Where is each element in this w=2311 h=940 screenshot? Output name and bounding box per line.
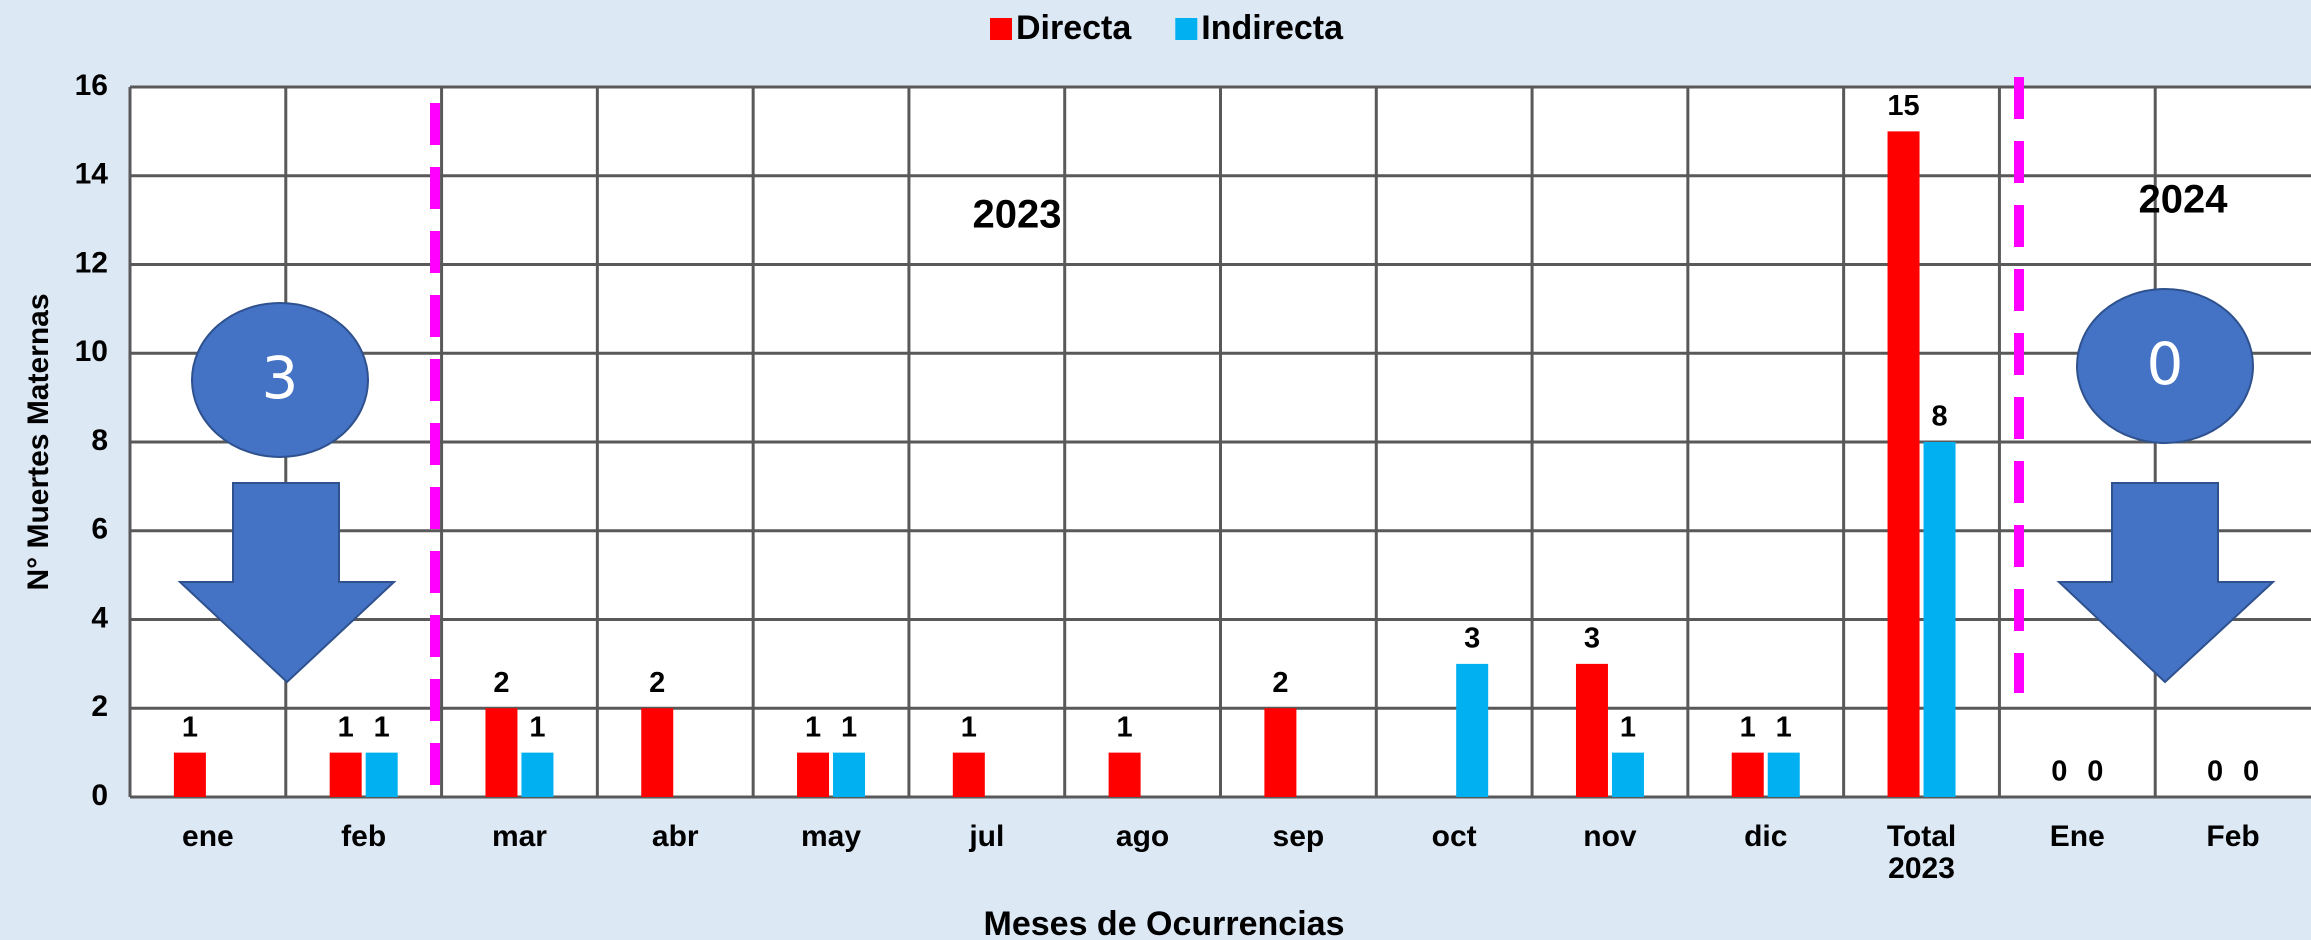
data-label: 0 [2243, 756, 2259, 788]
data-label: 1 [1620, 711, 1636, 743]
bar [173, 752, 206, 797]
x-tick-label: may [801, 820, 861, 853]
y-tick-label: 8 [91, 424, 108, 457]
legend-swatch [990, 18, 1012, 40]
bar [1611, 752, 1644, 797]
annotation: 2024 [2139, 178, 2229, 222]
x-tick-label: oct [1432, 820, 1477, 853]
y-tick-label: 4 [91, 601, 108, 634]
x-tick-label: mar [492, 820, 547, 853]
bar [521, 752, 554, 797]
data-label: 0 [2087, 756, 2103, 788]
bar [329, 752, 362, 797]
bubble [191, 302, 369, 458]
data-label: 0 [2051, 756, 2067, 788]
data-label: 1 [1776, 711, 1792, 743]
x-tick-label: Ene [2050, 820, 2105, 853]
y-tick-label: 0 [91, 779, 108, 812]
arrow [2056, 482, 2276, 684]
x-tick-label: feb [341, 820, 386, 853]
bar [1108, 752, 1141, 797]
bars [173, 131, 1956, 797]
x-tick-label: Feb [2206, 820, 2259, 853]
data-label: 1 [1740, 711, 1756, 743]
data-label: 1 [961, 711, 977, 743]
bar [1923, 442, 1956, 797]
annotation: 0 [2147, 330, 2184, 398]
bar [952, 752, 985, 797]
data-label: 3 [1464, 623, 1480, 655]
bar [1731, 752, 1764, 797]
x-axis-label: Meses de Ocurrencias [984, 905, 1345, 940]
data-label: 1 [805, 711, 821, 743]
bar [833, 752, 866, 797]
bar [485, 708, 518, 797]
legend-swatch [1175, 18, 1198, 40]
legend-label: Directa [1016, 9, 1132, 47]
legend: Directa Indirecta [990, 9, 1344, 47]
bar [1887, 131, 1920, 797]
data-label: 1 [529, 711, 545, 743]
x-tick-label: sep [1273, 820, 1325, 853]
y-tick-label: 2 [91, 690, 108, 723]
data-label: 1 [182, 711, 198, 743]
bar [1767, 752, 1800, 797]
x-tick-label: jul [968, 820, 1004, 853]
bar [641, 708, 674, 797]
data-label: 1 [374, 711, 390, 743]
arrow [177, 482, 397, 684]
bar [797, 752, 830, 797]
bubble [2076, 288, 2254, 444]
data-label: 1 [1117, 711, 1133, 743]
data-label: 0 [2207, 756, 2223, 788]
data-label: 15 [1887, 90, 1919, 122]
annotation: 3 [262, 344, 299, 412]
x-tick-label: dic [1744, 820, 1787, 853]
bar [1456, 663, 1489, 797]
x-tick-label: Total 2023 [1887, 820, 1956, 885]
bar [365, 752, 398, 797]
data-label: 8 [1931, 401, 1947, 433]
y-tick-label: 12 [75, 246, 108, 279]
legend-label: Indirecta [1201, 9, 1344, 47]
y-axis-label: N° Muertes Maternas [22, 293, 55, 590]
bar [1575, 663, 1608, 797]
x-tick-label: ene [182, 820, 234, 853]
x-tick-label: abr [652, 820, 699, 853]
annotation: 2023 [973, 193, 1062, 237]
data-label: 1 [338, 711, 354, 743]
data-label: 1 [841, 711, 857, 743]
y-tick-label: 16 [75, 69, 108, 102]
x-tick-label: nov [1583, 820, 1637, 853]
data-label: 2 [493, 667, 509, 699]
bar [1264, 708, 1297, 797]
y-tick-label: 14 [75, 158, 109, 191]
data-label: 2 [649, 667, 665, 699]
data-label: 3 [1584, 623, 1600, 655]
x-tick-label: ago [1116, 820, 1169, 853]
y-tick-label: 6 [91, 513, 108, 546]
y-tick-label: 10 [75, 335, 108, 368]
data-label: 2 [1272, 667, 1288, 699]
